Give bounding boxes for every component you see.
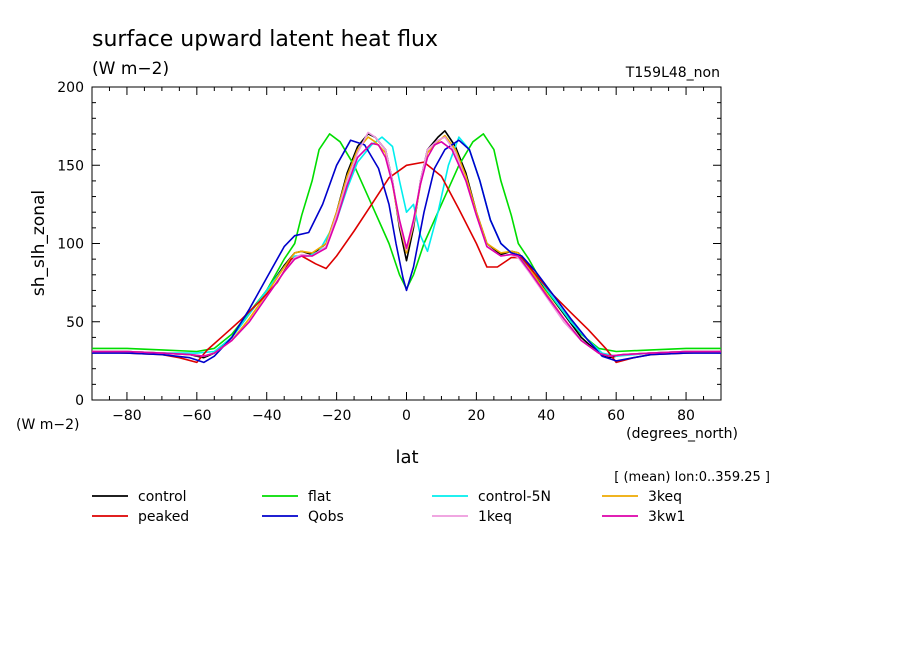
y-axis-units: (W m−2) [16,417,80,433]
x-tick-label: −60 [182,408,212,424]
x-tick-label: −80 [112,408,142,424]
legend-label-control-5n: control-5N [478,489,551,505]
y-tick-label: 50 [66,315,84,331]
series-line-flat [92,133,721,353]
run-label: T159L48_non [625,65,720,81]
legend-label-peaked: peaked [138,509,189,525]
series-line-control-5n [92,136,721,357]
series-line-peaked [91,161,722,364]
x-tick-label: 40 [537,408,555,424]
y-tick-label: 0 [75,393,84,409]
legend: control peaked flat Qobs control-5N 1keq 3keq 3… [92,489,685,525]
legend-label-1keq: 1keq [478,509,512,525]
chart-subtitle-units: (W m−2) [92,59,169,79]
y-tick-label: 100 [57,237,84,253]
y-tick-label: 200 [57,80,84,96]
x-tick-label: 80 [677,408,695,424]
x-axis-units: (degrees_north) [626,426,738,442]
x-tick-label: −20 [322,408,352,424]
x-tick-label: 20 [467,408,485,424]
x-tick-label: 60 [607,408,625,424]
legend-label-qobs: Qobs [308,509,344,525]
y-tick-label: 150 [57,158,84,174]
legend-label-3keq: 3keq [648,489,682,505]
chart-title: surface upward latent heat flux [92,27,438,52]
x-tick-labels: −80 −60 −40 −20 0 20 40 60 80 [112,408,695,424]
axis-ticks [91,86,722,401]
x-tick-label: 0 [402,408,411,424]
series-line-3kw1 [92,141,721,357]
legend-label-control: control [138,489,187,505]
y-axis-label: sh_slh_zonal [29,190,49,296]
x-tick-label: −40 [252,408,282,424]
legend-label-flat: flat [308,489,331,505]
legend-label-3kw1: 3kw1 [648,509,685,525]
series-lines [91,130,722,364]
x-axis-label: lat [395,447,418,468]
series-line-qobs [92,139,721,364]
y-tick-labels: 0 50 100 150 200 [57,80,84,409]
mean-annotation: [ (mean) lon:0..359.25 ] [614,470,770,485]
